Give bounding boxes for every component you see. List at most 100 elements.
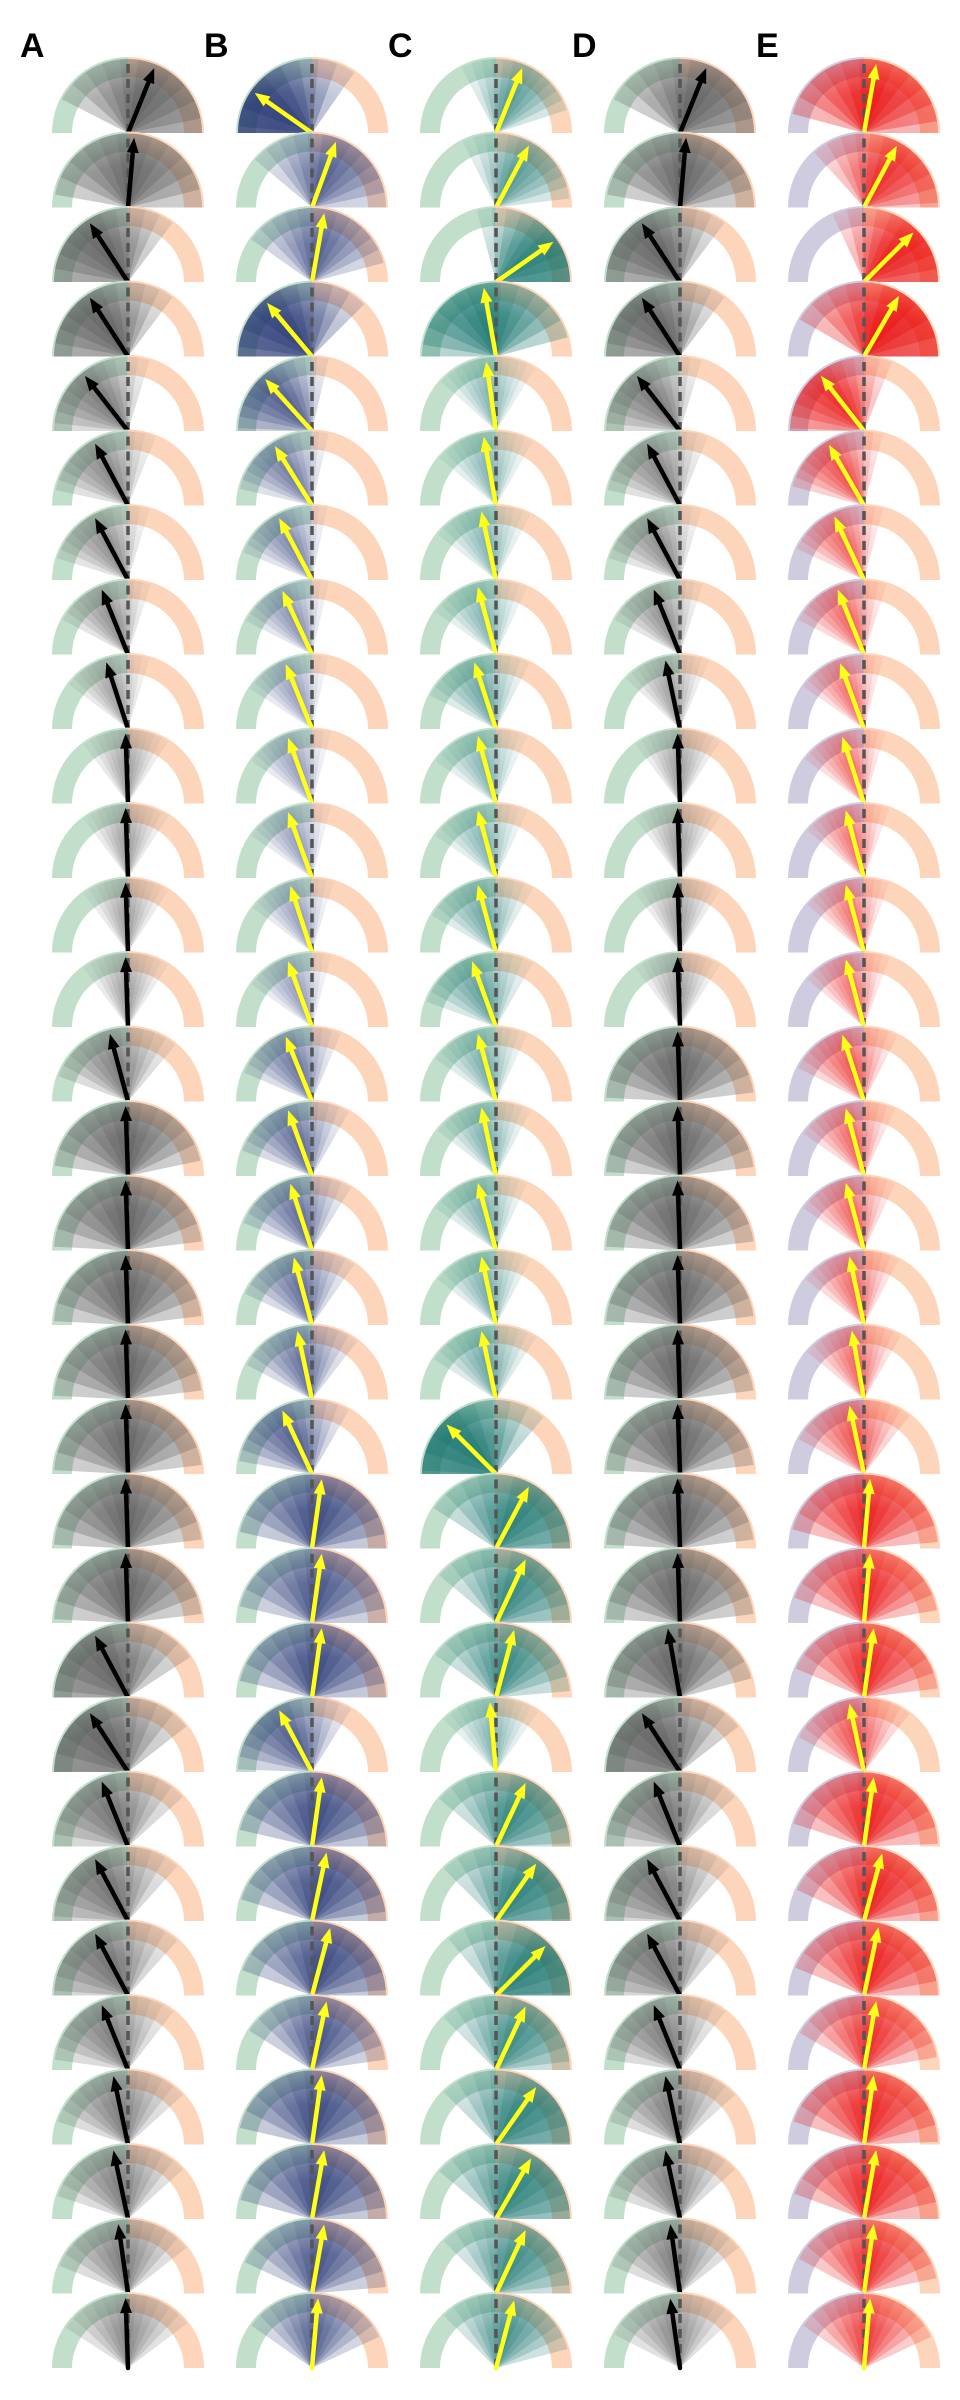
gauge [788,2292,940,2371]
arrow-head [516,145,529,162]
arrow-shaft [850,1417,867,1477]
arrow-shaft [861,2236,874,2296]
gauge [52,355,204,434]
arrow-shaft [844,748,867,806]
gauge [236,1547,388,1626]
gauge [604,1770,756,1849]
arrow-shaft [123,746,131,806]
distribution-wedge [853,1474,888,1549]
arrow-head [846,1256,859,1273]
arrow-head [475,586,488,603]
gauge [236,1398,388,1477]
gauge [788,2068,941,2147]
arrow-head [294,1331,307,1347]
arrow-shaft [295,1269,315,1328]
arrow-head [274,446,288,463]
distribution-wedge [496,1997,541,2070]
gauge [52,1025,204,1104]
arrow-shaft [651,1870,683,1924]
arrow-shaft [493,248,544,285]
arrow-head [471,961,483,978]
arrow-head [120,1255,133,1271]
arrow-head [513,1559,526,1576]
arrow-head [254,92,271,107]
arrow-shaft [274,312,315,359]
arrow-head [315,2224,328,2241]
arrow-shaft [666,2162,683,2222]
distribution-wedge [496,1774,542,1847]
arrow-head [120,1553,133,1569]
arrow-head [537,241,554,256]
gauge [52,1845,204,1924]
gauge [604,280,756,359]
gauge [788,1472,941,1551]
arrow-head [282,1410,295,1427]
arrow-shaft [290,749,315,806]
arrow-head [647,1933,660,1950]
arrow-head [647,443,660,460]
gauge [788,653,940,732]
gauge [420,2068,572,2147]
distribution-wedge [827,729,864,804]
arrow-head [95,518,108,535]
gauge [236,653,388,732]
arrow-head [841,1034,853,1052]
arrow-shaft [493,1873,530,1924]
gauge-arc-right [312,876,388,953]
arrow-head [95,443,108,460]
arrow-shaft [125,79,151,136]
arrow-shaft [842,675,867,732]
gauge [236,1249,388,1328]
arrow-shaft [847,822,867,881]
arrow-head [662,2076,675,2092]
arrow-shaft [675,1193,683,1253]
arrow-shaft [123,2310,131,2371]
gauge [52,1770,204,1849]
arrow-shaft [847,897,867,955]
arrow-shaft [111,1046,131,1104]
arrow-shaft [861,2087,874,2147]
gauge [420,355,572,434]
arrow-head [315,213,328,229]
arrow-head [672,1478,685,1494]
gauge [788,1845,940,1924]
arrow-head [110,2150,123,2167]
gauge [604,578,756,657]
arrow-head [446,1424,462,1440]
arrow-shaft [484,449,499,508]
gauge [604,653,756,732]
arrow-shaft [677,79,703,136]
arrow-shaft [647,233,683,285]
gauge [604,1919,756,1998]
gauge [420,1398,572,1477]
arrow-head [530,1946,546,1961]
arrow-head [672,733,685,749]
gauge [604,429,756,508]
arrow-shaft [838,527,867,583]
gauge [420,1919,572,1998]
arrow-shaft [675,969,683,1030]
gauge [604,1398,756,1477]
arrow-head [641,223,656,240]
gauge [788,2217,941,2296]
arrow-shaft [861,1865,881,1924]
arrow-head [95,1859,108,1876]
arrow-head [837,589,849,606]
arrow-shaft [309,1640,322,1700]
arrow-shaft [479,1195,499,1253]
arrow-shaft [123,1565,131,1626]
arrow-head [120,957,133,973]
gauge [788,429,941,508]
arrow-shaft [675,1118,683,1179]
gauge [788,1249,940,1328]
gauge-arc-right [312,727,388,804]
gauge [52,1398,204,1477]
arrow-shaft [125,150,136,210]
arrow-head [317,2001,330,2018]
gauge [236,727,388,806]
distribution-wedge [275,878,312,953]
gauge-arc-right [680,355,756,431]
gauge [420,504,572,583]
gauge [420,1100,572,1179]
arrow-shaft [309,225,324,285]
